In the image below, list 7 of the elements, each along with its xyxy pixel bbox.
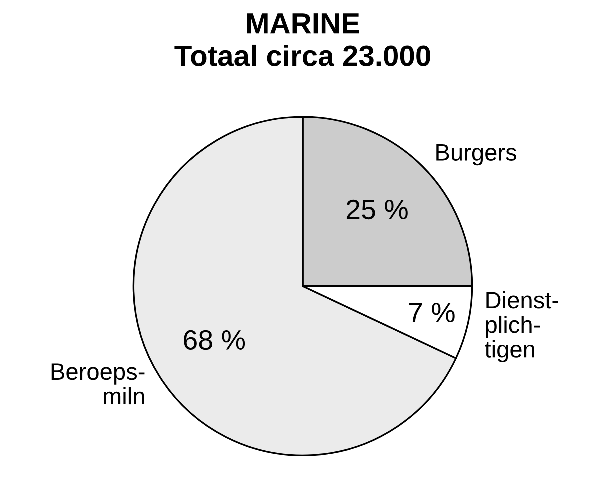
data-label: 7 % (409, 303, 455, 323)
slice-label: Burgers (436, 144, 517, 166)
data-label: 68 % (184, 330, 246, 350)
slice-label: Beroeps- miln (52, 364, 145, 405)
data-label: 25 % (346, 200, 408, 220)
chart-title: MARINE Totaal circa 23.000 (174, 14, 430, 66)
slice-label: Dienst- plich- tigen (485, 291, 559, 363)
